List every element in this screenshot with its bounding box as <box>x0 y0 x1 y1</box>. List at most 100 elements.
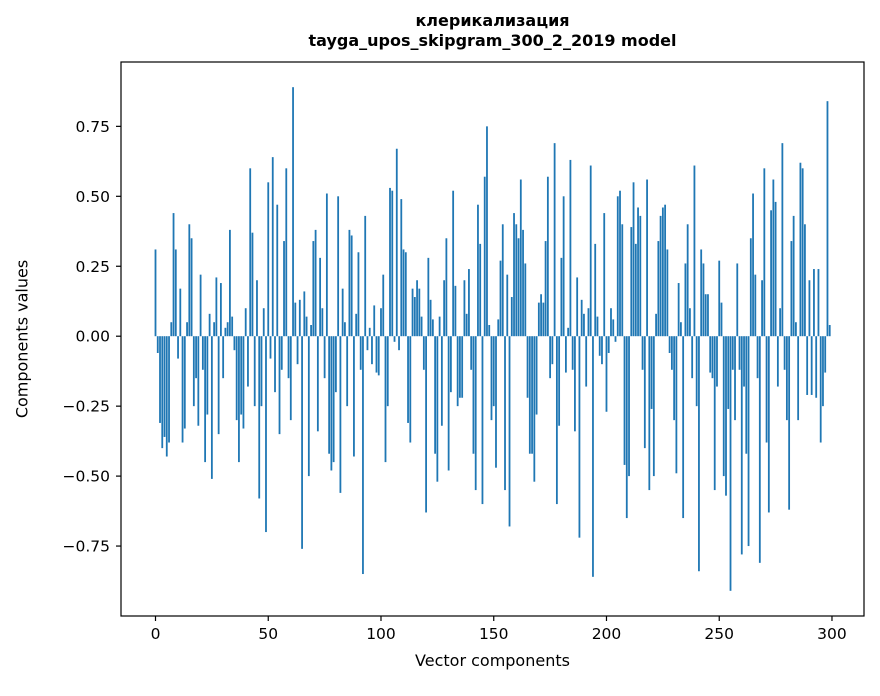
bar <box>594 243 597 337</box>
bar <box>808 280 811 337</box>
bar <box>368 327 371 337</box>
bar <box>519 179 522 337</box>
bar <box>804 224 806 337</box>
bar <box>758 336 761 563</box>
bar <box>745 336 748 454</box>
bar <box>569 159 572 337</box>
bar <box>661 207 664 337</box>
bar <box>427 257 430 337</box>
bar <box>698 336 700 572</box>
bar <box>524 263 527 337</box>
bar <box>553 143 556 337</box>
bar <box>646 179 648 337</box>
bar <box>274 336 276 393</box>
y-tick-label: 0.75 <box>75 118 110 136</box>
bar <box>215 277 218 337</box>
bar <box>461 336 464 398</box>
bar <box>601 336 603 365</box>
bar <box>440 336 443 426</box>
bar <box>449 336 452 393</box>
bar <box>526 336 529 398</box>
bar <box>389 187 391 337</box>
bar <box>190 238 193 337</box>
bar <box>334 336 337 393</box>
bar <box>384 336 387 463</box>
bar <box>731 336 734 370</box>
bar <box>285 168 288 337</box>
bar <box>806 336 809 395</box>
bar <box>310 325 312 337</box>
bar <box>668 336 671 353</box>
bar <box>298 299 301 337</box>
chart-title: клерикализация tayga_upos_skipgram_300_2… <box>121 11 864 51</box>
bar <box>513 213 515 337</box>
bar <box>197 336 200 426</box>
bar <box>380 308 382 337</box>
bar <box>492 336 495 407</box>
bar <box>585 336 588 387</box>
y-tick-label: −0.50 <box>63 468 111 486</box>
bar <box>265 336 267 533</box>
bar <box>637 207 639 337</box>
bar <box>413 297 416 337</box>
bar <box>420 316 423 337</box>
bar <box>188 224 191 337</box>
bar <box>551 336 554 365</box>
bar <box>353 336 355 457</box>
bar <box>598 336 601 356</box>
bar <box>707 294 709 337</box>
bar <box>470 336 473 370</box>
bar <box>531 336 533 454</box>
bar <box>537 302 540 337</box>
bar <box>673 336 676 421</box>
bar <box>765 336 768 443</box>
bar <box>749 238 752 337</box>
bar <box>219 283 222 337</box>
bar <box>625 336 628 519</box>
bar <box>574 336 576 432</box>
bar <box>224 327 227 337</box>
bar <box>341 288 344 337</box>
bar <box>242 336 245 429</box>
bar <box>409 336 412 443</box>
bar <box>373 305 376 337</box>
bar <box>612 319 615 337</box>
bar <box>652 336 655 477</box>
bar <box>276 204 279 337</box>
bar <box>303 291 306 337</box>
bar <box>495 336 497 468</box>
bar <box>447 336 450 471</box>
bar <box>567 327 570 337</box>
bar <box>463 280 466 337</box>
bar <box>743 336 745 387</box>
bar <box>229 229 231 337</box>
bar <box>226 322 229 337</box>
bar <box>506 274 509 337</box>
bar <box>628 336 630 477</box>
bar <box>402 249 405 337</box>
y-tick-label: −0.25 <box>63 398 111 416</box>
bar <box>262 308 265 337</box>
bar <box>677 283 680 337</box>
bar <box>253 336 256 407</box>
bar <box>199 274 202 337</box>
bar <box>713 336 716 491</box>
bar <box>522 229 524 337</box>
bar <box>456 336 459 407</box>
y-tick-label: 0.25 <box>75 258 110 276</box>
bar <box>195 336 197 379</box>
bar <box>826 101 829 337</box>
bar <box>386 336 389 407</box>
y-tick-label: 0.50 <box>75 188 110 206</box>
bar <box>233 336 236 351</box>
bar <box>813 269 815 337</box>
bar <box>179 288 182 337</box>
bar <box>614 336 617 342</box>
bar <box>260 336 263 407</box>
bar <box>785 336 788 421</box>
bar <box>508 336 511 527</box>
bar <box>565 336 567 373</box>
bar <box>727 336 730 409</box>
bar <box>763 168 766 337</box>
bar <box>287 336 290 379</box>
